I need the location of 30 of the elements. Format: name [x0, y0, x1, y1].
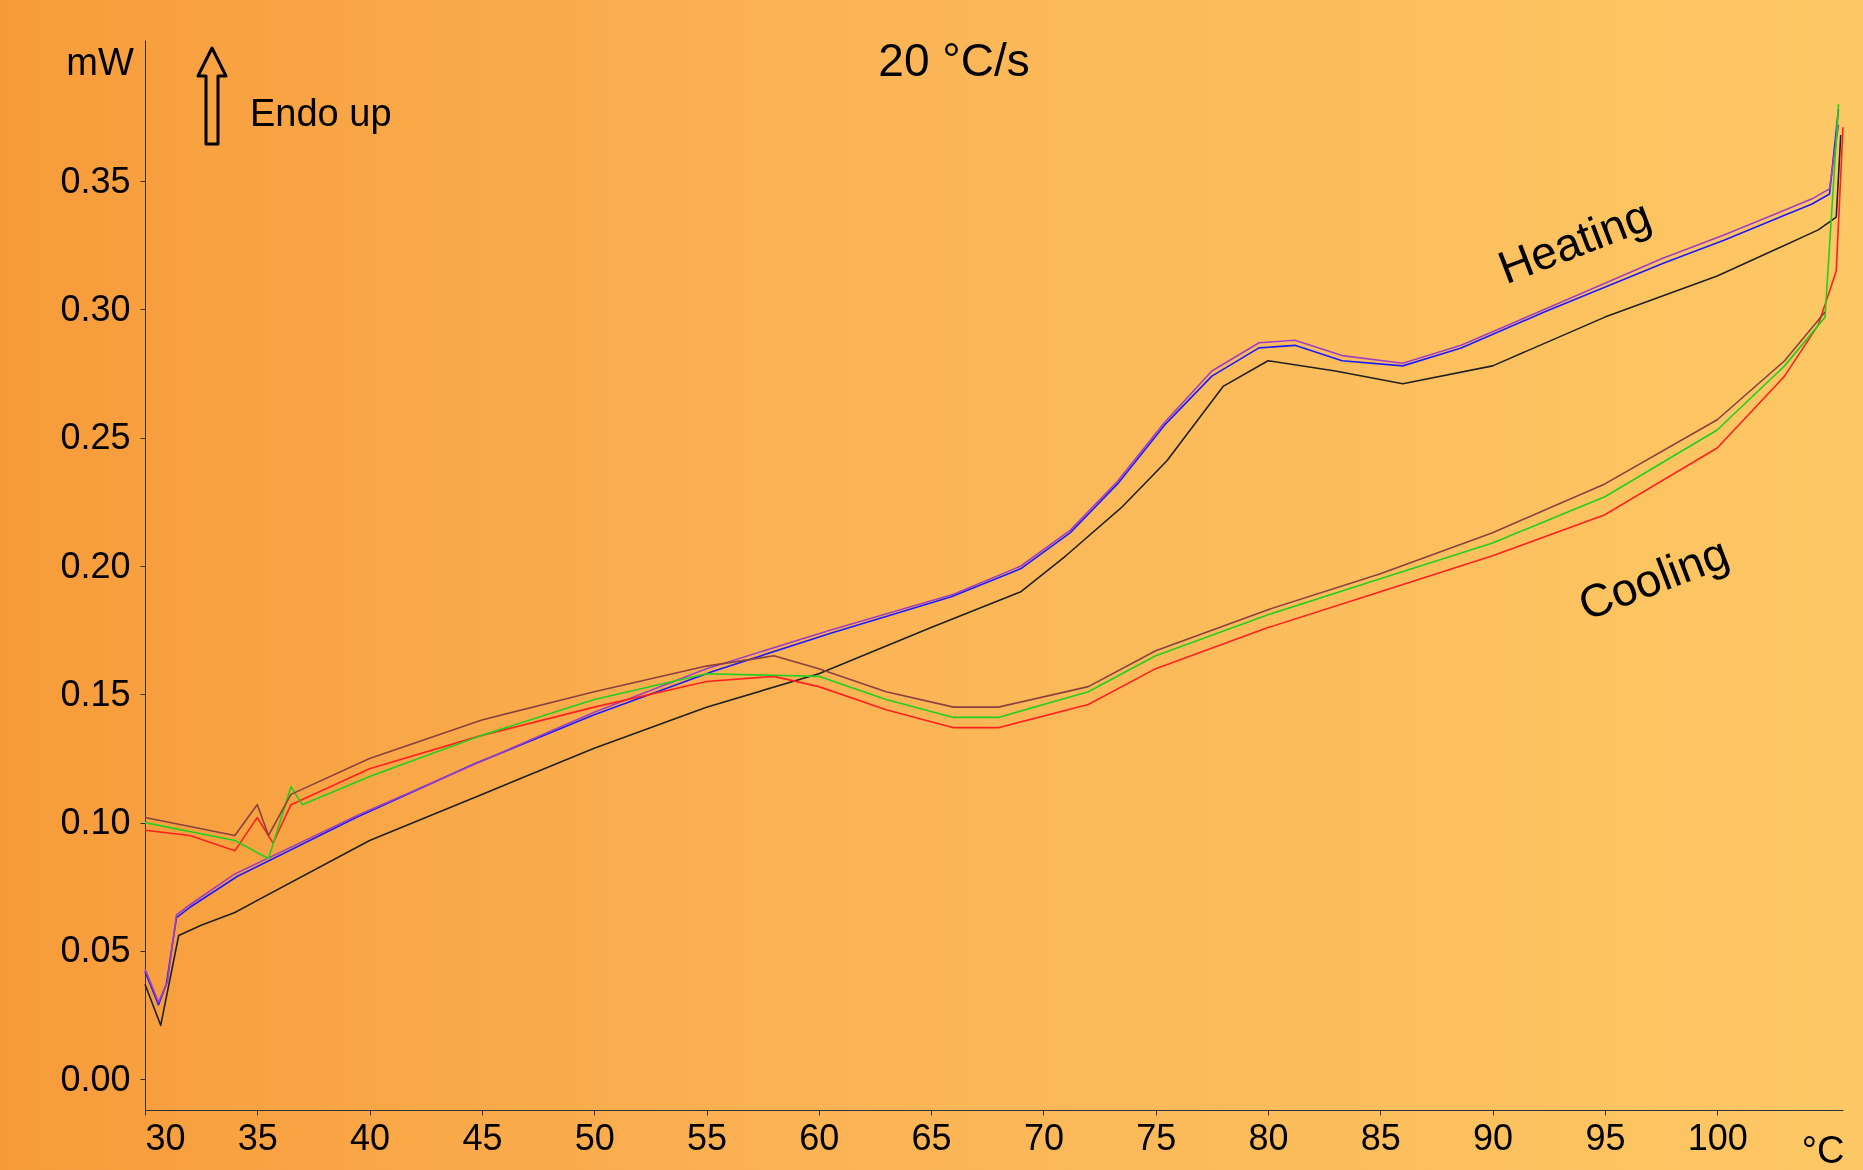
x-tick-label: 85: [1360, 1116, 1401, 1158]
x-tick-label: 35: [237, 1116, 278, 1158]
y-tick-label: 0.15: [60, 672, 131, 714]
annotation: Endo up: [250, 92, 392, 134]
x-tick-label: 55: [686, 1116, 728, 1158]
y-tick-label: 0.10: [60, 801, 131, 843]
y-tick-label: 0.35: [60, 159, 131, 201]
x-tick-label: 75: [1136, 1116, 1177, 1158]
x-tick-label: 30: [145, 1116, 186, 1158]
y-tick-label: 0.25: [60, 416, 131, 458]
x-tick-label: 60: [799, 1116, 840, 1158]
y-tick-label: 0.05: [60, 929, 131, 971]
x-tick-label: 90: [1473, 1116, 1514, 1158]
line-series: [144, 311, 1826, 837]
x-tick-label: 65: [911, 1116, 952, 1158]
chart-title: 20 °C/s: [878, 34, 1030, 86]
x-tick-label: 40: [350, 1116, 391, 1158]
x-tick-label: 45: [462, 1116, 503, 1158]
x-tick-label: 95: [1585, 1116, 1626, 1158]
x-axis-title: °C: [1801, 1129, 1845, 1170]
x-tick-label: 80: [1248, 1116, 1289, 1158]
annotation: Cooling: [1571, 525, 1736, 631]
y-tick-label: 0.20: [60, 544, 131, 586]
x-tick-label: 70: [1023, 1116, 1064, 1158]
annotation: Heating: [1490, 188, 1658, 294]
y-axis-title: mW: [66, 41, 134, 83]
x-tick-label: 50: [574, 1116, 615, 1158]
y-tick-label: 0.30: [60, 287, 131, 329]
y-tick-label: 0.00: [60, 1057, 131, 1099]
x-tick-label: 100: [1687, 1116, 1748, 1158]
